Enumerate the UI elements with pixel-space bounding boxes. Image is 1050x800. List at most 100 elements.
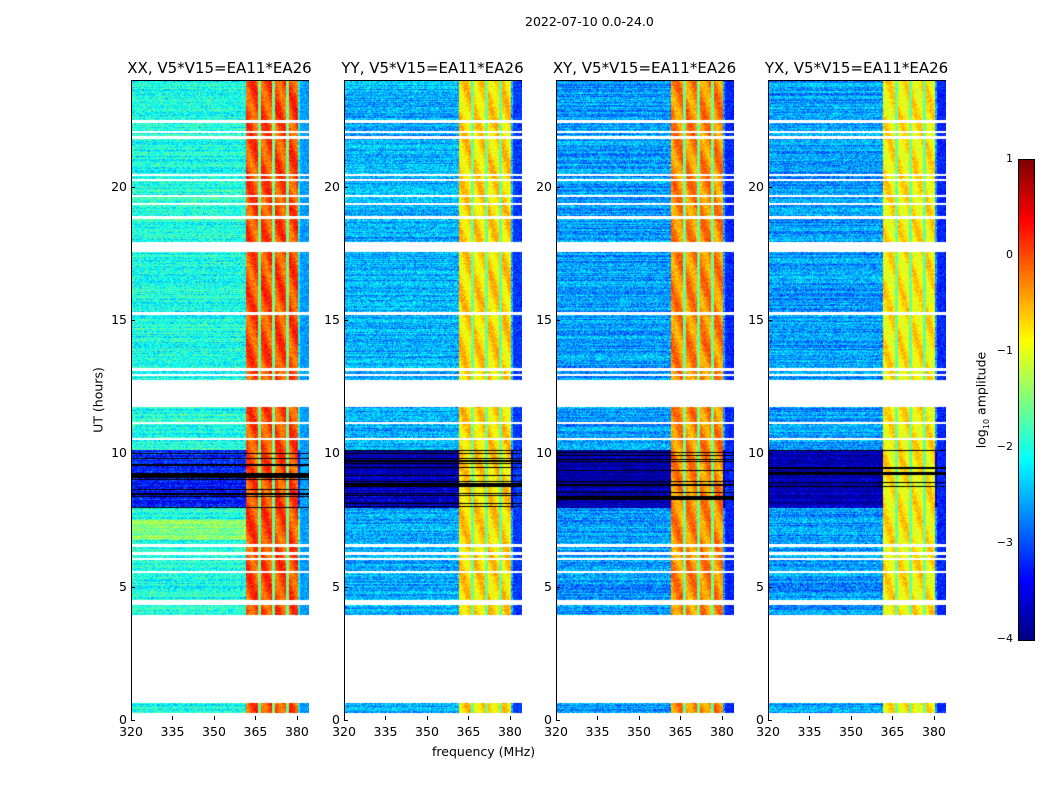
y-tick — [768, 320, 772, 321]
x-tick — [213, 716, 215, 720]
x-tick — [344, 716, 345, 720]
y-tick — [131, 720, 135, 721]
y-tick — [131, 453, 135, 455]
x-tick — [468, 716, 470, 720]
y-tick — [768, 186, 772, 188]
x-tick-label: 380 — [498, 724, 522, 739]
colorbar-label: log10 amplitude — [973, 351, 991, 449]
x-tick-label: 320 — [119, 724, 143, 739]
x-tick-label: 350 — [839, 724, 863, 739]
y-tick — [556, 186, 560, 188]
x-tick — [809, 716, 811, 720]
colorbar — [1018, 159, 1035, 641]
y-tick-label: 0 — [332, 712, 340, 727]
x-tick-label: 350 — [627, 724, 651, 739]
colorbar-tick-label: −3 — [996, 536, 1013, 549]
x-tick — [172, 716, 174, 720]
x-tick-label: 365 — [668, 724, 693, 739]
x-tick — [131, 716, 132, 720]
x-tick — [385, 716, 387, 720]
y-tick-label: 5 — [332, 578, 340, 594]
y-tick-label: 15 — [536, 312, 552, 327]
y-axis-label: UT (hours) — [90, 367, 106, 433]
heatmap-panel-2 — [556, 80, 734, 721]
y-tick-label: 0 — [119, 712, 127, 727]
x-tick-label: 365 — [243, 724, 268, 739]
x-tick — [296, 716, 298, 720]
x-tick-label: 350 — [202, 724, 226, 739]
y-tick-label: 20 — [748, 178, 764, 194]
heatmap-panel-3 — [768, 80, 946, 721]
y-tick-label: 10 — [111, 445, 127, 461]
panel-title: XY, V5*V15=EA11*EA26 — [552, 59, 737, 77]
x-tick-label: 350 — [415, 724, 439, 739]
colorbar-tick-label: −1 — [996, 344, 1013, 357]
y-tick-label: 5 — [544, 578, 552, 594]
y-tick — [768, 586, 772, 588]
y-tick-label: 0 — [756, 712, 764, 727]
y-tick — [344, 186, 348, 188]
colorbar-tick-label: −2 — [996, 440, 1013, 453]
y-tick — [556, 320, 560, 321]
x-tick-label: 335 — [160, 724, 185, 739]
y-tick — [344, 320, 348, 321]
x-tick-label: 320 — [544, 724, 568, 739]
x-tick — [426, 716, 428, 720]
y-tick-label: 0 — [544, 712, 552, 727]
x-tick — [680, 716, 682, 720]
x-tick — [597, 716, 599, 720]
x-axis-label: frequency (MHz) — [432, 744, 536, 759]
y-tick-label: 10 — [748, 445, 764, 461]
heatmap-image — [132, 81, 309, 721]
y-tick — [131, 586, 135, 588]
x-tick-label: 335 — [373, 724, 398, 739]
y-tick-label: 5 — [119, 578, 127, 594]
x-tick — [933, 716, 935, 720]
heatmap-image — [557, 81, 734, 721]
figure-title: 2022-07-10 0.0-24.0 — [525, 14, 654, 29]
x-tick-label: 365 — [456, 724, 481, 739]
y-tick-label: 15 — [748, 312, 764, 327]
x-tick-label: 380 — [922, 724, 946, 739]
heatmap-image — [345, 81, 522, 721]
x-tick — [556, 716, 557, 720]
panel-title: XX, V5*V15=EA11*EA26 — [127, 59, 312, 77]
panel-title: YX, V5*V15=EA11*EA26 — [764, 59, 949, 77]
colorbar-tick-label: 1 — [1006, 152, 1013, 165]
y-tick-label: 10 — [324, 445, 340, 461]
x-tick — [892, 716, 894, 720]
y-tick — [556, 586, 560, 588]
y-tick — [344, 453, 348, 455]
x-tick — [509, 716, 511, 720]
x-tick-label: 320 — [756, 724, 780, 739]
x-tick — [255, 716, 257, 720]
heatmap-panel-0 — [131, 80, 309, 721]
y-tick-label: 20 — [111, 178, 127, 194]
y-tick — [556, 453, 560, 455]
y-tick — [131, 320, 135, 321]
colorbar-tick-label: −4 — [996, 632, 1013, 645]
y-tick-label: 20 — [324, 178, 340, 194]
y-tick-label: 5 — [756, 578, 764, 594]
x-tick-label: 380 — [710, 724, 734, 739]
y-tick-label: 20 — [536, 178, 552, 194]
panel-title: YY, V5*V15=EA11*EA26 — [341, 59, 524, 77]
heatmap-image — [769, 81, 946, 721]
x-tick — [721, 716, 723, 720]
colorbar-tick-label: 0 — [1006, 248, 1013, 261]
y-tick-label: 10 — [536, 445, 552, 461]
x-tick-label: 380 — [285, 724, 309, 739]
x-tick-label: 335 — [585, 724, 610, 739]
x-tick-label: 335 — [797, 724, 822, 739]
y-tick — [768, 453, 772, 455]
y-tick — [131, 186, 135, 188]
y-tick — [768, 720, 772, 721]
y-tick — [344, 586, 348, 588]
heatmap-panel-1 — [344, 80, 522, 721]
y-tick — [556, 720, 560, 721]
x-tick — [768, 716, 769, 720]
x-tick-label: 320 — [332, 724, 356, 739]
y-tick-label: 15 — [324, 312, 340, 327]
x-tick — [850, 716, 852, 720]
